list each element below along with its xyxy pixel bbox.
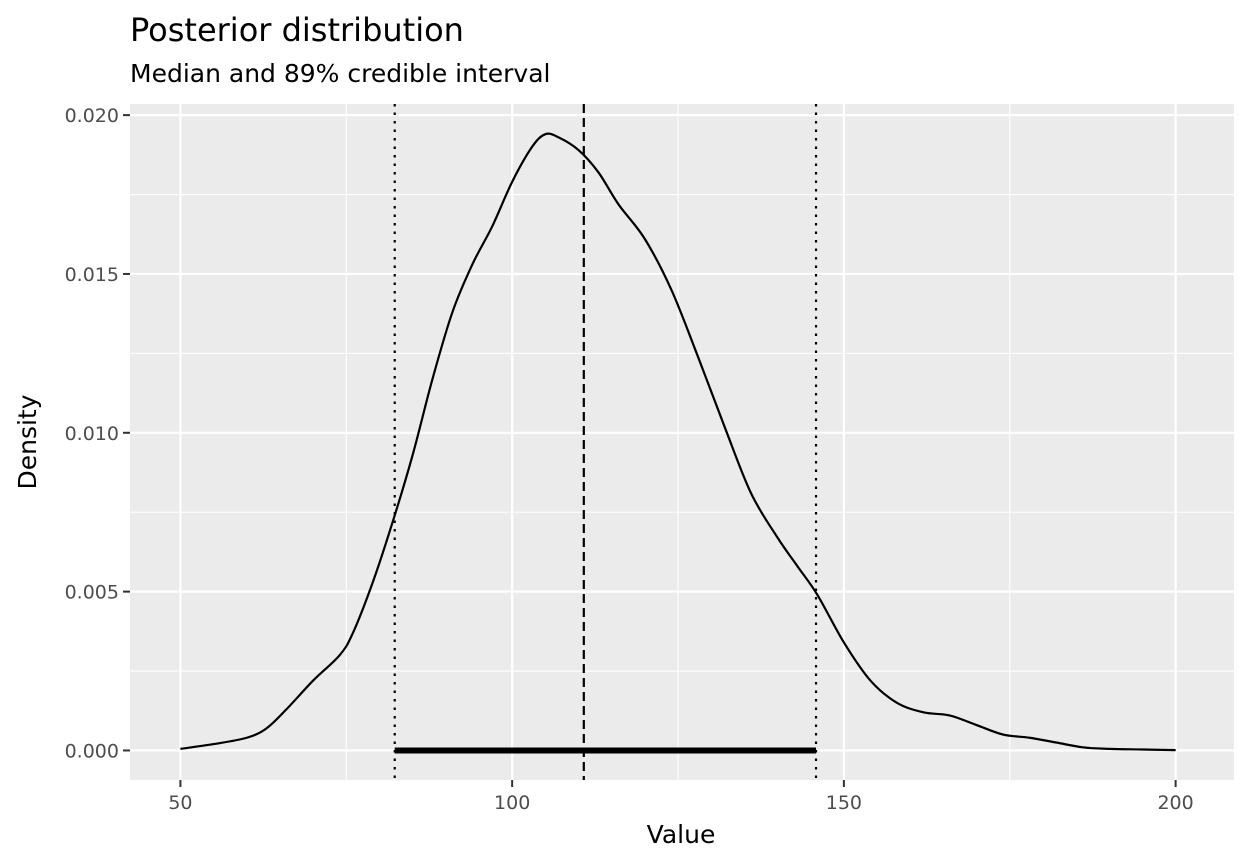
y-tick-label: 0.010: [65, 423, 119, 445]
x-axis-title: Value: [647, 820, 716, 849]
density-curve: [180, 132, 1176, 752]
series-layer: [180, 132, 1176, 752]
x-tick-label: 200: [1157, 792, 1193, 814]
major-gridlines: [130, 104, 1234, 780]
x-axis: 50 100 150 200: [168, 780, 1194, 814]
y-tick-label: 0.020: [65, 105, 119, 127]
chart-subtitle: Median and 89% credible interval: [130, 59, 551, 88]
y-tick-label: 0.015: [65, 264, 119, 286]
x-tick-label: 100: [494, 792, 530, 814]
y-axis: 0.000 0.005 0.010 0.015 0.020: [65, 105, 130, 762]
reference-lines: [393, 104, 818, 780]
x-tick-label: 50: [168, 792, 192, 814]
y-axis-title: Density: [13, 394, 42, 489]
chart-title: Posterior distribution: [130, 11, 464, 49]
plot-panel: [130, 104, 1234, 780]
y-tick-label: 0.000: [65, 740, 119, 762]
x-tick-label: 150: [826, 792, 862, 814]
minor-gridlines: [130, 104, 1234, 780]
y-tick-label: 0.005: [65, 582, 119, 604]
